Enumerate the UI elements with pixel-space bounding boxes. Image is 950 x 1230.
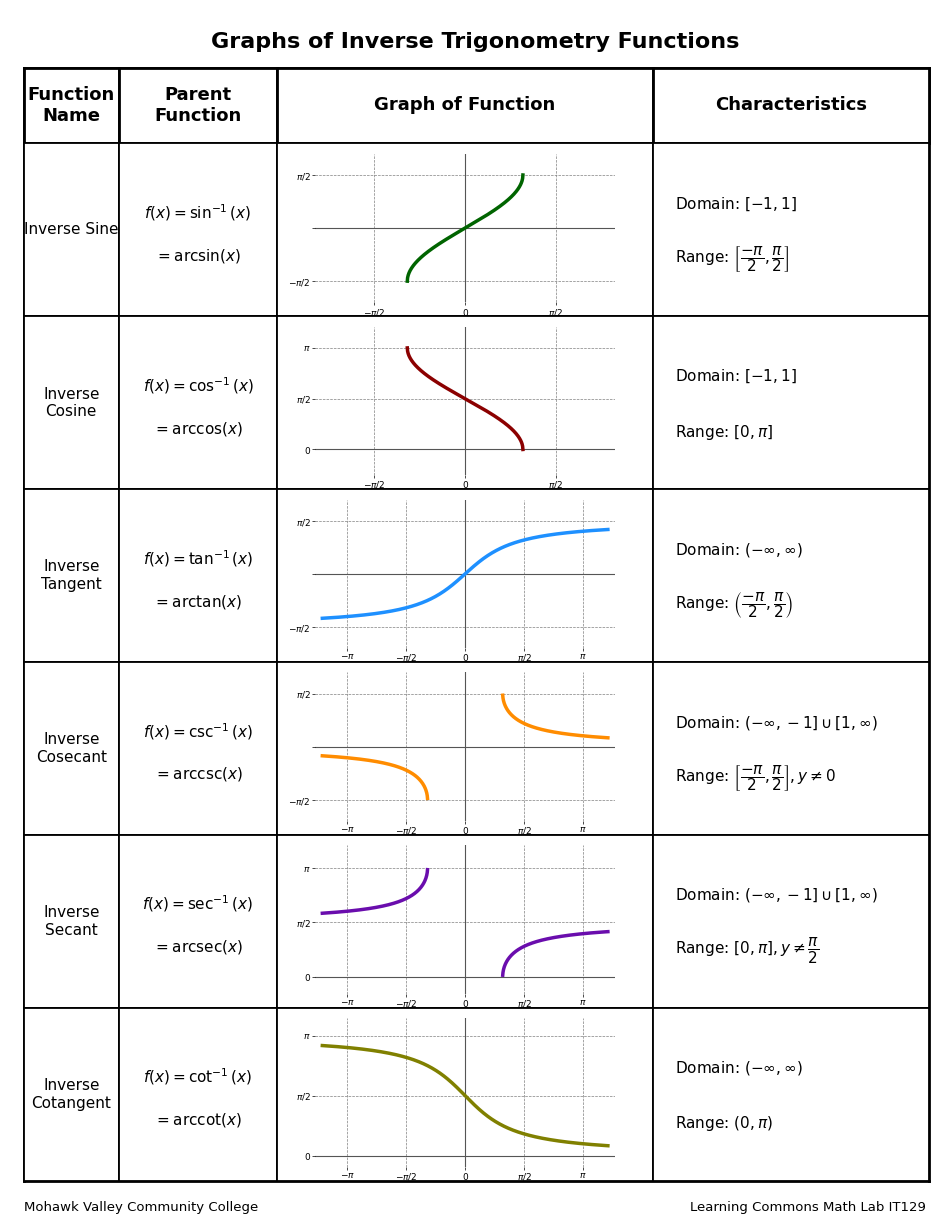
Text: Inverse
Tangent: Inverse Tangent [41,560,102,592]
Text: Learning Commons Math Lab IT129: Learning Commons Math Lab IT129 [691,1200,926,1214]
Text: Domain: $(-\infty, \infty)$: Domain: $(-\infty, \infty)$ [675,541,803,558]
Text: Inverse
Cotangent: Inverse Cotangent [31,1079,111,1111]
Text: $f(x) = \sin^{-1}(x)$: $f(x) = \sin^{-1}(x)$ [144,202,252,223]
Text: Range: $[0, \pi], y \neq \dfrac{\pi}{2}$: Range: $[0, \pi], y \neq \dfrac{\pi}{2}$ [675,936,820,966]
Text: Characteristics: Characteristics [715,96,867,114]
Text: Domain: $[-1,1]$: Domain: $[-1,1]$ [675,368,797,385]
Text: $f(x) = \cot^{-1}(x)$: $f(x) = \cot^{-1}(x)$ [143,1066,253,1087]
Text: Inverse
Cosine: Inverse Cosine [43,386,100,419]
Text: $= \arccos(x)$: $= \arccos(x)$ [153,419,243,438]
Text: Inverse
Cosecant: Inverse Cosecant [36,732,106,765]
Text: Parent
Function: Parent Function [155,86,241,125]
Text: Domain: $(-\infty,-1] \cup [1,\infty)$: Domain: $(-\infty,-1] \cup [1,\infty)$ [675,713,878,732]
Text: $f(x) = \sec^{-1}(x)$: $f(x) = \sec^{-1}(x)$ [142,894,254,914]
Text: Inverse
Secant: Inverse Secant [43,905,100,937]
Text: Range: $\left[\dfrac{-\pi}{2}, \dfrac{\pi}{2}\right], y \neq 0$: Range: $\left[\dfrac{-\pi}{2}, \dfrac{\p… [675,763,836,793]
Text: Mohawk Valley Community College: Mohawk Valley Community College [24,1200,258,1214]
Text: Range: $\left(\dfrac{-\pi}{2}, \dfrac{\pi}{2}\right)$: Range: $\left(\dfrac{-\pi}{2}, \dfrac{\p… [675,590,793,620]
Text: Graphs of Inverse Trigonometry Functions: Graphs of Inverse Trigonometry Functions [211,32,739,52]
Text: Range: $[0, \pi]$: Range: $[0, \pi]$ [675,423,773,442]
Text: Domain: $[-1,1]$: Domain: $[-1,1]$ [675,196,797,213]
Text: $f(x) = \csc^{-1}(x)$: $f(x) = \csc^{-1}(x)$ [143,721,253,742]
Text: Range: $(0, \pi)$: Range: $(0, \pi)$ [675,1114,773,1133]
Text: $= \arcsin(x)$: $= \arcsin(x)$ [155,247,241,264]
Text: Graph of Function: Graph of Function [374,96,556,114]
Text: Range: $\left[\dfrac{-\pi}{2}, \dfrac{\pi}{2}\right]$: Range: $\left[\dfrac{-\pi}{2}, \dfrac{\p… [675,245,789,274]
Text: Domain: $(-\infty,-1] \cup [1,\infty)$: Domain: $(-\infty,-1] \cup [1,\infty)$ [675,887,878,904]
Text: Inverse Sine: Inverse Sine [24,223,119,237]
Text: $= \text{arccot}(x)$: $= \text{arccot}(x)$ [154,1111,242,1129]
Text: Function
Name: Function Name [28,86,115,125]
Text: $= \arctan(x)$: $= \arctan(x)$ [153,593,242,610]
Text: $f(x) = \cos^{-1}(x)$: $f(x) = \cos^{-1}(x)$ [142,375,254,396]
Text: $= \text{arccsc}(x)$: $= \text{arccsc}(x)$ [154,765,242,784]
Text: Domain: $(-\infty, \infty)$: Domain: $(-\infty, \infty)$ [675,1059,803,1077]
Text: $= \text{arcsec}(x)$: $= \text{arcsec}(x)$ [153,938,243,957]
Text: $f(x) = \tan^{-1}(x)$: $f(x) = \tan^{-1}(x)$ [142,549,254,568]
